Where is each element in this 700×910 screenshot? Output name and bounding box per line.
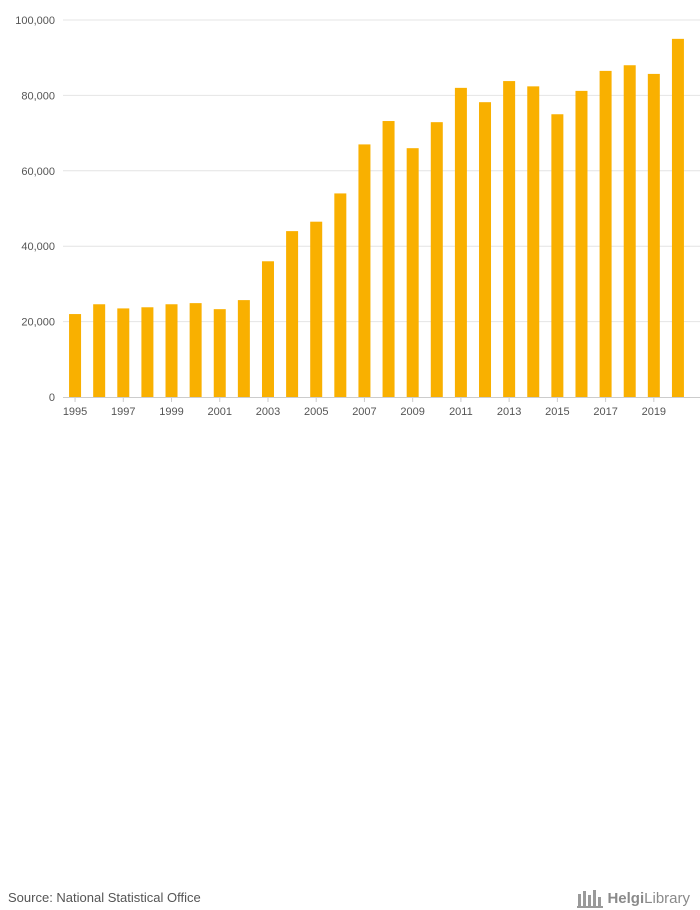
bar-2004	[286, 231, 299, 397]
x-tick-label: 2017	[593, 406, 617, 418]
bar-2016	[575, 90, 588, 397]
x-tick-label: 2005	[304, 406, 328, 418]
brand-name-part2: Library	[644, 889, 690, 907]
bar-2018	[623, 65, 636, 398]
x-tick-label: 2003	[256, 406, 280, 418]
bar-1995	[69, 314, 82, 397]
y-tick-label: 0	[49, 392, 55, 404]
bar-2013	[503, 81, 516, 397]
brand-name-part1: Helgi	[607, 889, 645, 907]
bar-2012	[479, 102, 492, 397]
bar-2005	[310, 221, 323, 397]
source-note: Source: National Statistical Office	[8, 890, 201, 905]
bar-2014	[527, 86, 540, 398]
footer: Source: National Statistical Office Helg…	[0, 438, 700, 908]
y-tick-label: 100,000	[15, 15, 55, 27]
bar-2020	[671, 38, 684, 397]
x-tick-label: 1999	[159, 406, 183, 418]
bar-2015	[551, 114, 564, 397]
bar-2002	[237, 300, 250, 397]
x-tick-label: 1997	[111, 406, 135, 418]
bar-1996	[93, 304, 106, 397]
x-tick-label: 1995	[63, 406, 87, 418]
bar-2008	[382, 121, 395, 397]
y-tick-label: 20,000	[21, 317, 55, 329]
axes: 0 20,000 40,000 60,000 80,000 100,000 1995 1997…	[15, 15, 700, 418]
y-tick-label: 80,000	[21, 90, 55, 102]
bar-1998	[141, 307, 154, 397]
x-tick-label: 2013	[497, 406, 521, 418]
bar-2000	[189, 303, 202, 397]
x-tick-label: 2019	[642, 406, 666, 418]
bar-2009	[406, 148, 419, 397]
bar-chart: 0 20,000 40,000 60,000 80,000 100,000 1995 1997…	[15, 15, 700, 418]
bar-2017	[599, 70, 612, 398]
bar-2006	[334, 193, 347, 397]
x-tick-label: 2009	[400, 406, 424, 418]
bar-2010	[430, 122, 443, 398]
bar-2019	[647, 73, 660, 397]
bar-2003	[261, 261, 274, 397]
helgi-library-logo-icon	[577, 890, 604, 908]
x-tick-label: 2007	[352, 406, 376, 418]
x-tick-label: 2011	[449, 406, 473, 418]
bar-2001	[213, 309, 226, 397]
x-tick-label: 2001	[208, 406, 232, 418]
brand-logo[interactable]: Helgi Library	[577, 886, 690, 910]
bar-1997	[117, 308, 130, 397]
bar-2007	[358, 144, 371, 397]
gridlines	[63, 19, 700, 323]
bar-series	[69, 38, 684, 398]
y-tick-label: 40,000	[21, 241, 55, 253]
bar-1999	[165, 304, 178, 397]
x-tick-label: 2015	[545, 406, 569, 418]
y-tick-label: 60,000	[21, 166, 55, 178]
bar-2011	[454, 87, 467, 398]
